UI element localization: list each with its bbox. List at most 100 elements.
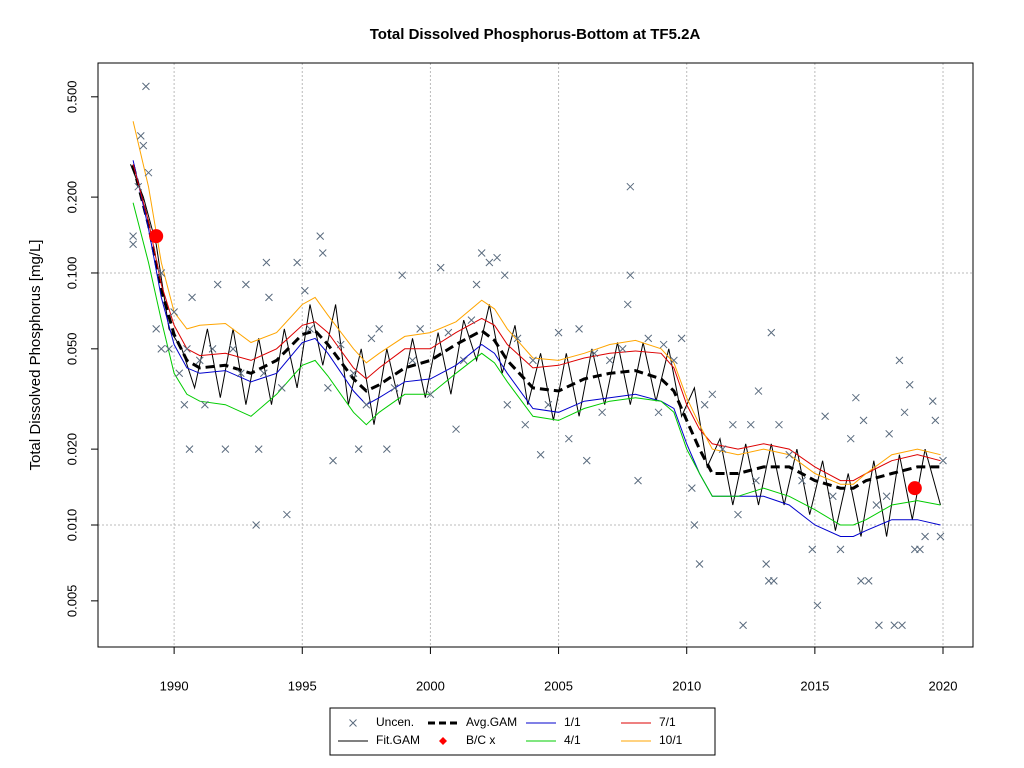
data-point <box>885 429 894 438</box>
data-point <box>931 416 940 425</box>
y-tick-label: 0.100 <box>64 257 79 290</box>
data-point <box>300 286 309 295</box>
data-point <box>500 271 509 280</box>
data-point <box>739 621 747 630</box>
legend-symbol <box>349 719 357 727</box>
data-point <box>605 356 614 365</box>
data-point <box>493 253 501 262</box>
data-point <box>754 387 763 395</box>
data-point <box>185 445 194 453</box>
data-point <box>590 349 599 358</box>
data-point <box>242 280 250 289</box>
data-point <box>229 344 237 353</box>
data-point <box>398 271 407 280</box>
data-point <box>165 344 173 353</box>
data-point <box>503 400 512 409</box>
data-point <box>149 229 164 244</box>
data-point <box>846 434 855 443</box>
data-point <box>677 334 686 343</box>
data-point <box>324 384 332 392</box>
plot-frame <box>97 62 974 648</box>
series-line <box>132 121 941 485</box>
x-tick-label: 1995 <box>288 678 317 693</box>
data-point <box>195 356 204 365</box>
data-point <box>157 344 166 353</box>
x-tick-label: 2005 <box>544 678 573 693</box>
data-point <box>905 380 914 389</box>
data-point <box>362 400 371 409</box>
data-point <box>136 132 145 140</box>
data-point <box>939 456 947 465</box>
data-point <box>718 445 727 453</box>
data-point <box>582 456 591 465</box>
data-point <box>236 369 245 378</box>
data-point <box>670 356 678 365</box>
data-point <box>864 577 873 585</box>
data-point <box>767 328 776 337</box>
data-point <box>626 271 635 280</box>
data-point <box>513 334 522 343</box>
legend-box <box>329 707 716 756</box>
data-point <box>349 369 358 378</box>
x-tick-label: 2000 <box>416 678 445 693</box>
data-point <box>882 492 891 501</box>
data-point <box>467 316 476 324</box>
data-point <box>659 340 668 349</box>
data-point <box>536 450 545 459</box>
data-point <box>208 344 217 353</box>
data-point <box>857 577 865 585</box>
data-point <box>254 445 263 453</box>
data-point <box>416 325 425 333</box>
data-point <box>170 308 178 316</box>
data-point <box>436 263 445 272</box>
data-point <box>808 545 817 554</box>
data-point <box>895 356 904 365</box>
legend-label: 1/1 <box>564 715 581 729</box>
series-line <box>131 164 941 490</box>
y-tick-label: 0.050 <box>64 333 79 366</box>
data-point <box>444 328 453 337</box>
legend-label: Uncen. <box>376 715 414 729</box>
data-point <box>734 510 742 519</box>
data-point <box>213 280 222 289</box>
data-point <box>898 621 906 630</box>
x-tick-label: 2020 <box>929 678 958 693</box>
data-point <box>859 416 868 425</box>
x-tick-label: 1990 <box>160 678 189 693</box>
data-point <box>262 258 271 267</box>
legend-label: 10/1 <box>659 733 683 747</box>
data-point <box>644 334 653 343</box>
data-point <box>521 420 530 429</box>
data-point <box>695 560 704 568</box>
data-point <box>283 510 291 519</box>
data-point <box>152 325 161 333</box>
data-point <box>157 269 166 277</box>
data-point <box>690 521 699 529</box>
data-point <box>762 560 771 568</box>
data-point <box>180 400 189 409</box>
data-point <box>687 484 696 493</box>
legend-label: B/C x <box>466 733 495 747</box>
data-point <box>318 249 327 257</box>
data-point <box>708 390 717 399</box>
data-point <box>390 384 399 392</box>
legend-label: Fit.GAM <box>376 733 420 747</box>
data-point <box>798 476 806 485</box>
y-tick-label: 0.200 <box>64 181 79 214</box>
y-tick-label: 0.010 <box>64 509 79 542</box>
data-point <box>828 492 837 501</box>
data-point <box>175 369 184 378</box>
data-point <box>144 168 153 177</box>
x-tick-label: 2010 <box>672 678 701 693</box>
data-point <box>916 545 924 554</box>
y-tick-label: 0.020 <box>64 433 79 466</box>
data-point <box>654 408 663 417</box>
data-point <box>836 545 845 554</box>
data-point <box>221 445 230 453</box>
data-point <box>634 476 642 485</box>
data-point <box>821 412 829 421</box>
data-point <box>329 456 337 465</box>
y-tick-label: 0.500 <box>64 81 79 114</box>
data-point <box>316 232 325 240</box>
